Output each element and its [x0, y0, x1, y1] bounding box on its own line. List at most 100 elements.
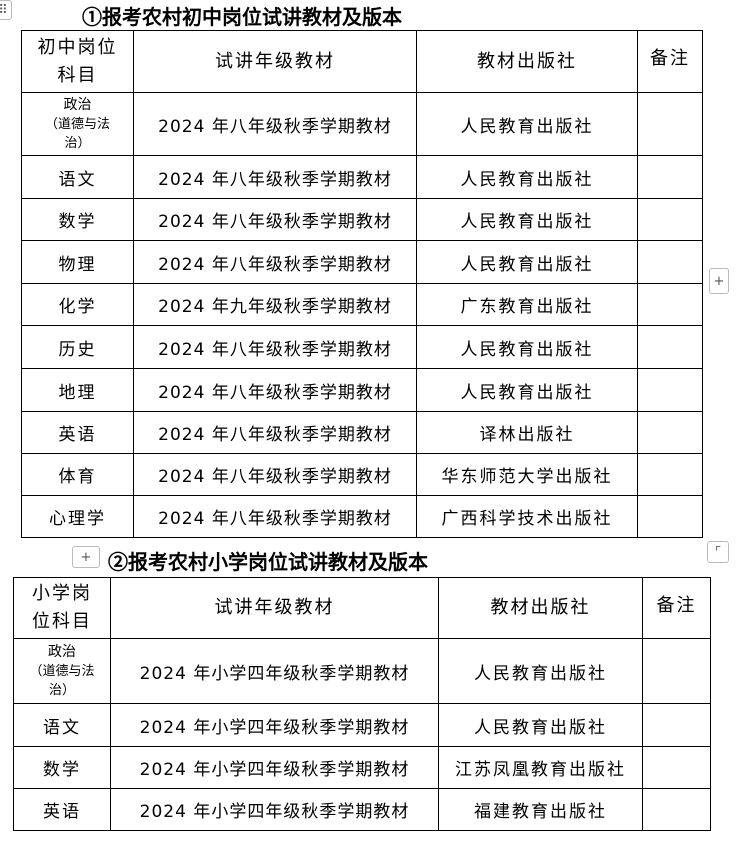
table-row: 心理学 2024 年八年级秋季学期教材 广西科学技术出版社	[21, 495, 703, 538]
remark-cell	[637, 325, 703, 369]
subject-cell: 化学	[21, 283, 134, 326]
textbook-cell: 2024 年八年级秋季学期教材	[133, 368, 417, 412]
remark-cell	[637, 495, 703, 538]
subject: 历史	[58, 339, 97, 360]
publisher-cell: 福建教育出版社	[438, 788, 643, 831]
column-header: 小学岗位科目	[13, 577, 111, 639]
subject-cell: 数学	[13, 746, 111, 789]
textbook-cell: 2024 年八年级秋季学期教材	[133, 411, 417, 454]
add-column-button[interactable]: +	[709, 268, 729, 294]
publisher-cell: 人民教育出版社	[438, 638, 643, 704]
subject-cell: 历史	[21, 325, 134, 369]
column-header: 备注	[642, 577, 711, 639]
subject-note: （道德与法治）	[29, 663, 95, 698]
textbook-cell: 2024 年小学四年级秋季学期教材	[110, 788, 439, 831]
subject: 语文	[58, 169, 97, 190]
table-row: 英语 2024 年八年级秋季学期教材 译林出版社	[21, 411, 703, 454]
remark-cell	[637, 198, 703, 241]
publisher-cell: 人民教育出版社	[416, 240, 638, 284]
column-header: 试讲年级教材	[110, 577, 439, 639]
subject-note: （道德与法治）	[44, 116, 110, 151]
subject: 英语	[58, 425, 97, 445]
remark-cell	[637, 368, 703, 412]
subject-cell: 地理	[21, 368, 134, 412]
remark-cell	[642, 638, 711, 704]
table1: 初中岗位科目 试讲年级教材 教材出版社 备注政治 （道德与法治） 2024 年八年级秋季学…	[21, 30, 703, 538]
table-row: 语文 2024 年小学四年级秋季学期教材 人民教育出版社	[13, 703, 711, 747]
textbook-cell: 2024 年小学四年级秋季学期教材	[110, 703, 439, 747]
remark-cell	[637, 411, 703, 454]
subject-cell: 英语	[13, 788, 111, 831]
textbook-cell: 2024 年小学四年级秋季学期教材	[110, 746, 439, 789]
column-header: 初中岗位科目	[21, 30, 134, 93]
column-header: 备注	[637, 30, 703, 93]
remark-cell	[637, 283, 703, 326]
textbook-cell: 2024 年小学四年级秋季学期教材	[110, 638, 439, 704]
publisher-cell: 华东师范大学出版社	[416, 453, 638, 496]
subject-cell: 语文	[21, 155, 134, 199]
column-header: 教材出版社	[438, 577, 643, 639]
publisher-cell: 人民教育出版社	[416, 325, 638, 369]
table-row: 数学 2024 年八年级秋季学期教材 人民教育出版社	[21, 198, 703, 241]
table-row: 地理 2024 年八年级秋季学期教材 人民教育出版社	[21, 368, 703, 412]
subject: 英语	[43, 802, 81, 822]
header-row: 初中岗位科目 试讲年级教材 教材出版社 备注	[21, 30, 703, 93]
table-row: 政治 （道德与法治） 2024 年八年级秋季学期教材 人民教育出版社	[21, 92, 703, 156]
table-row: 语文 2024 年八年级秋季学期教材 人民教育出版社	[21, 155, 703, 199]
header-row: 小学岗位科目 试讲年级教材 教材出版社 备注	[13, 577, 711, 639]
subject: 心理学	[49, 509, 106, 529]
textbook-cell: 2024 年八年级秋季学期教材	[133, 92, 417, 156]
textbook-cell: 2024 年八年级秋季学期教材	[133, 240, 417, 284]
table-resize-icon[interactable]: ⌜	[707, 541, 729, 563]
table-move-handle[interactable]: ⠿	[0, 0, 12, 20]
subject-cell: 英语	[21, 411, 134, 454]
subject: 体育	[58, 467, 97, 487]
subject: 化学	[58, 297, 97, 317]
remark-cell	[637, 240, 703, 284]
remark-cell	[642, 746, 711, 789]
subject-cell: 物理	[21, 240, 134, 284]
publisher-cell: 广东教育出版社	[416, 283, 638, 326]
textbook-cell: 2024 年八年级秋季学期教材	[133, 198, 417, 241]
publisher-cell: 译林出版社	[416, 411, 638, 454]
textbook-cell: 2024 年九年级秋季学期教材	[133, 283, 417, 326]
textbook-cell: 2024 年八年级秋季学期教材	[133, 453, 417, 496]
subject: 语文	[43, 717, 81, 738]
table2: 小学岗位科目 试讲年级教材 教材出版社 备注政治 （道德与法治） 2024 年小学四年级秋…	[13, 577, 711, 831]
table-row: 化学 2024 年九年级秋季学期教材 广东教育出版社	[21, 283, 703, 326]
table-row: 历史 2024 年八年级秋季学期教材 人民教育出版社	[21, 325, 703, 369]
subject-cell: 体育	[21, 453, 134, 496]
add-row-button[interactable]: +	[72, 546, 100, 568]
table-row: 体育 2024 年八年级秋季学期教材 华东师范大学出版社	[21, 453, 703, 496]
publisher-cell: 江苏凤凰教育出版社	[438, 746, 643, 789]
publisher-cell: 人民教育出版社	[438, 703, 643, 747]
remark-cell	[642, 703, 711, 747]
subject-cell: 政治 （道德与法治）	[21, 92, 134, 156]
publisher-cell: 人民教育出版社	[416, 368, 638, 412]
table-row: 数学 2024 年小学四年级秋季学期教材 江苏凤凰教育出版社	[13, 746, 711, 789]
remark-cell	[637, 92, 703, 156]
subject-cell: 心理学	[21, 495, 134, 538]
subject: 政治	[63, 96, 92, 113]
publisher-cell: 人民教育出版社	[416, 198, 638, 241]
subject: 地理	[58, 382, 97, 403]
subject: 数学	[58, 212, 97, 232]
table2-title: ②报考农村小学岗位试讲教材及版本	[108, 550, 428, 574]
publisher-cell: 广西科学技术出版社	[416, 495, 638, 538]
remark-cell	[637, 155, 703, 199]
table-row: 政治 （道德与法治） 2024 年小学四年级秋季学期教材 人民教育出版社	[13, 638, 711, 704]
remark-cell	[642, 788, 711, 831]
subject: 物理	[58, 254, 97, 275]
textbook-cell: 2024 年八年级秋季学期教材	[133, 325, 417, 369]
subject-cell: 数学	[21, 198, 134, 241]
subject-cell: 语文	[13, 703, 111, 747]
subject: 政治	[48, 643, 76, 660]
subject: 数学	[43, 760, 81, 780]
column-header: 试讲年级教材	[133, 30, 417, 93]
publisher-cell: 人民教育出版社	[416, 92, 638, 156]
textbook-cell: 2024 年八年级秋季学期教材	[133, 495, 417, 538]
column-header: 教材出版社	[416, 30, 638, 93]
subject-cell: 政治 （道德与法治）	[13, 638, 111, 704]
table-row: 物理 2024 年八年级秋季学期教材 人民教育出版社	[21, 240, 703, 284]
table1-title: ①报考农村初中岗位试讲教材及版本	[82, 5, 402, 29]
